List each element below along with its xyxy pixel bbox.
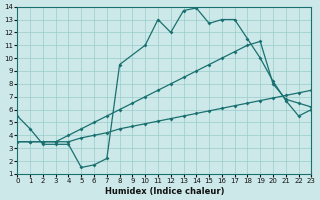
X-axis label: Humidex (Indice chaleur): Humidex (Indice chaleur) — [105, 187, 224, 196]
